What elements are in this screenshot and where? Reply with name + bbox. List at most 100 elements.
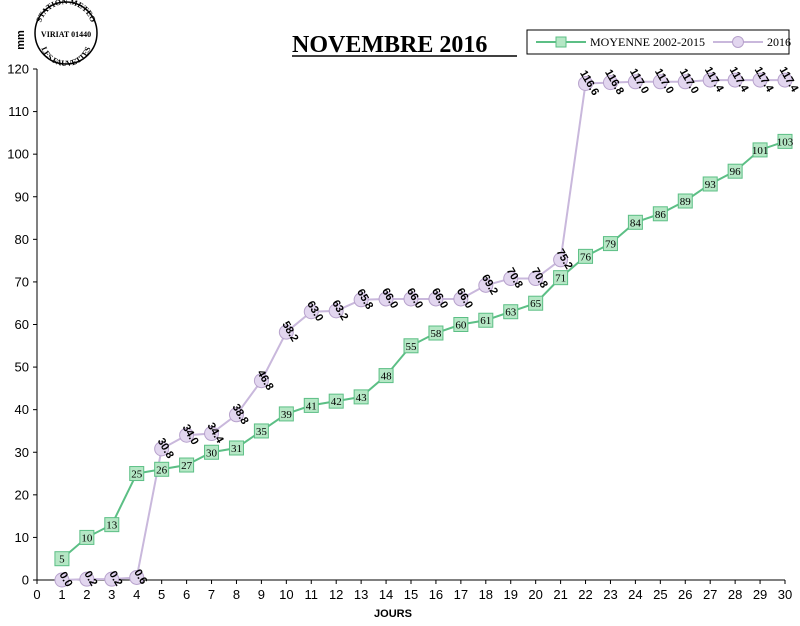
series-average-point [453,317,469,332]
series-average-point [79,529,95,545]
series-2016-point [702,72,718,88]
legend-average-label: MOYENNE 2002-2015 [590,35,705,49]
x-tick-label: 22 [578,587,592,602]
y-axis-title: mm [15,30,27,50]
series-average-point [478,312,494,328]
stamp-middle-text: VIRIAT 01440 [41,30,91,39]
x-axis-title: JOURS [374,608,412,620]
series-2016-point [278,324,294,340]
series-average-point [652,206,668,222]
series-average-data-label: 89 [680,196,692,208]
series-average-data-label: 39 [281,409,293,421]
series-average-data-label: 30 [206,447,218,459]
series-average-data-label: 58 [430,328,442,340]
x-tick-label: 24 [628,587,642,602]
x-tick-label: 13 [354,587,368,602]
series-2016-point [777,72,793,88]
series-average-point [328,393,344,409]
series-average-point [777,133,793,149]
series-2016-point [578,75,594,91]
series-2016-point [627,74,643,90]
series-2016-point [528,271,544,287]
series-average-data-label: 31 [231,443,242,455]
x-tick-label: 18 [479,587,493,602]
series-2016-point [79,571,95,587]
series-average-data-label: 60 [455,320,467,332]
series-2016-point [503,271,519,287]
stamp-top-text: STATION METEO [34,0,97,24]
legend-item-average: MOYENNE 2002-2015 [536,35,705,49]
series-2016-point [179,427,195,443]
series-average-data-label: 65 [530,298,542,310]
series-average-point [428,325,444,341]
series-2016-point [228,407,244,423]
series-average-data-label: 42 [331,396,342,408]
x-tick-label: 27 [703,587,717,602]
legend-average-marker [555,36,567,48]
series-average-point [303,397,319,413]
legend: MOYENNE 2002-2015 2016 [526,29,791,55]
series-average-point [154,461,170,477]
series-average-data-label: 43 [356,392,368,404]
series-2016-point [378,291,394,307]
series-average-point [378,368,394,384]
x-tick-label: 5 [158,587,165,602]
x-tick-label: 10 [279,587,293,602]
series-average-point [727,163,743,179]
x-tick-label: 14 [379,587,393,602]
x-tick-label: 25 [653,587,667,602]
legend-2016-label: 2016 [767,35,791,49]
series-average-data-label: 76 [580,251,592,263]
series-average-point [578,248,594,264]
series-2016-point [54,572,70,588]
series-2016-point [602,75,618,91]
series-2016-line [61,79,785,581]
y-tick-label: 40 [15,402,29,417]
series-2016-point [453,291,469,307]
series-average-point [403,338,419,354]
legend-item-2016: 2016 [713,35,791,49]
station-stamp: STATION METEO VIRIAT 01440 LES FAUVETTES [34,0,98,68]
series-2016-point [677,74,693,90]
legend-2016-marker [732,36,744,48]
series-average-point [278,406,294,422]
series-average-data-label: 26 [156,464,168,476]
series-2016-point [154,441,170,457]
series-2016-point [104,571,120,587]
series-2016-point [403,291,419,307]
series-2016-point [204,426,220,442]
series-2016-point [353,292,369,308]
series-average-data-label: 103 [777,136,794,148]
series-average-data-label: 93 [705,179,717,191]
x-tick-label: 16 [429,587,443,602]
series-average-line [61,140,786,560]
stamp-bottom-text: LES FAUVETTES [39,45,92,68]
series-average-point [353,389,369,405]
y-tick-label: 80 [15,232,29,247]
series-average-data-label: 5 [59,554,65,566]
series-average-point [677,193,693,209]
y-tick-label: 70 [15,274,29,289]
series-average-point [253,423,269,439]
series-average-point [503,304,519,320]
series-average-data-label: 10 [81,532,93,544]
series-average-point [528,295,544,311]
series-average-point [627,214,643,230]
x-tick-label: 23 [603,587,617,602]
series-average-data-label: 71 [555,273,566,285]
x-tick-label: 21 [553,587,567,602]
series-average-data-label: 27 [181,460,193,472]
chart-title: NOVEMBRE 2016 [292,32,487,58]
x-tick-label: 28 [728,587,742,602]
y-tick-label: 50 [15,360,29,375]
series-average-point [54,551,70,567]
series-2016-point [303,304,319,320]
x-tick-label: 30 [778,587,792,602]
series-average-point [228,440,244,456]
series-average: 5 10 13 25 26 27 30 31 35 39 41 42 43 48 55 58 60 61 63 65 7… [54,133,794,567]
series-2016-point [553,252,569,268]
x-tick-label: 3 [108,587,115,602]
y-tick-label: 0 [22,573,29,588]
